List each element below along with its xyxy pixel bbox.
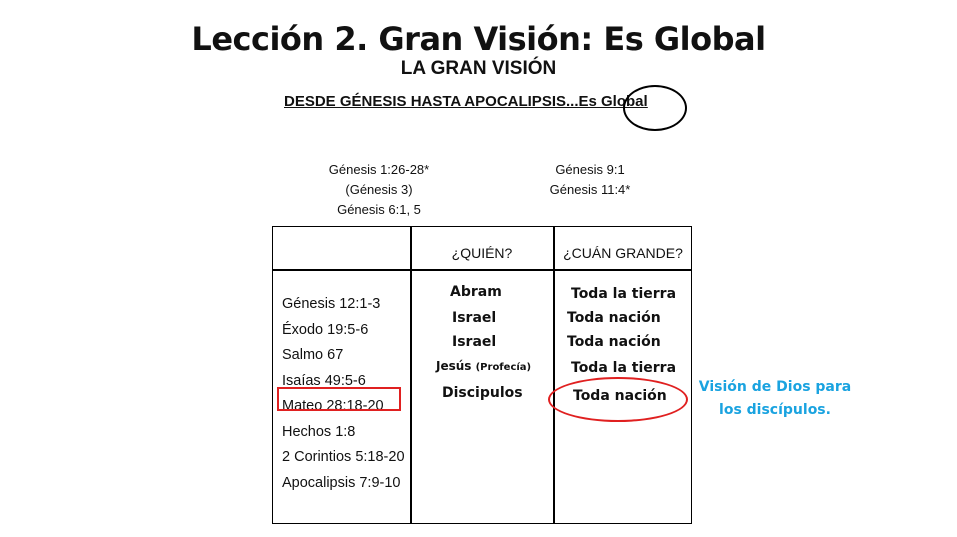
references-left: Génesis 1:26-28* (Génesis 3) Génesis 6:1… xyxy=(300,160,458,220)
table-divider xyxy=(553,226,555,524)
passage-item: Isaías 49:5-6 xyxy=(282,372,366,389)
highlight-oval-toda-nacion xyxy=(548,377,688,422)
who-item: Israel xyxy=(452,334,497,350)
size-item: Toda nación xyxy=(567,334,661,350)
section-heading: DESDE GÉNESIS HASTA APOCALIPSIS...Es Glo… xyxy=(284,93,648,110)
passage-item: Hechos 1:8 xyxy=(282,423,356,440)
passage-item: Apocalipsis 7:9-10 xyxy=(282,474,401,491)
slide-subtitle: LA GRAN VISIÓN xyxy=(400,58,557,79)
highlight-box-mateo xyxy=(277,387,401,411)
who-item: Abram xyxy=(450,284,502,300)
who-text: Jesús xyxy=(436,359,476,373)
note-line: los discípulos. xyxy=(719,402,831,418)
note-line: Visión de Dios para xyxy=(698,379,852,395)
header-who: ¿QUIÉN? xyxy=(451,245,513,261)
reference-item: Génesis 11:4* xyxy=(549,182,631,197)
size-item: Toda la tierra xyxy=(571,360,677,376)
passage-item: 2 Corintios 5:18-20 xyxy=(282,449,405,465)
table-divider xyxy=(272,269,692,271)
size-item: Toda la tierra xyxy=(571,286,677,302)
header-how-big: ¿CUÁN GRANDE? xyxy=(563,245,683,261)
slide-title: Lección 2. Gran Visión: Es Global xyxy=(191,20,766,58)
who-item: Jesús (Profecía) xyxy=(436,359,531,373)
who-note: (Profecía) xyxy=(475,362,532,373)
passage-item: Génesis 12:1-3 xyxy=(282,296,381,312)
reference-item: Génesis 1:26-28* xyxy=(328,162,430,177)
who-item: Israel xyxy=(452,310,497,326)
table-divider xyxy=(410,226,412,524)
passage-item: Éxodo 19:5-6 xyxy=(282,321,369,338)
reference-item: Génesis 6:1, 5 xyxy=(337,202,421,217)
global-circle-mark xyxy=(623,85,687,131)
highlight-note: Visión de Dios para los discípulos. xyxy=(692,376,858,422)
reference-item: Génesis 9:1 xyxy=(555,162,625,177)
heading-prefix: DESDE GÉNESIS HASTA APOCALIPSIS...Es xyxy=(284,93,602,110)
size-item: Toda nación xyxy=(567,310,661,326)
vision-table xyxy=(272,226,692,524)
reference-item: (Génesis 3) xyxy=(345,182,413,197)
who-item: Discipulos xyxy=(442,385,523,401)
passage-item: Salmo 67 xyxy=(282,347,344,363)
references-right: Génesis 9:1 Génesis 11:4* xyxy=(520,160,660,200)
